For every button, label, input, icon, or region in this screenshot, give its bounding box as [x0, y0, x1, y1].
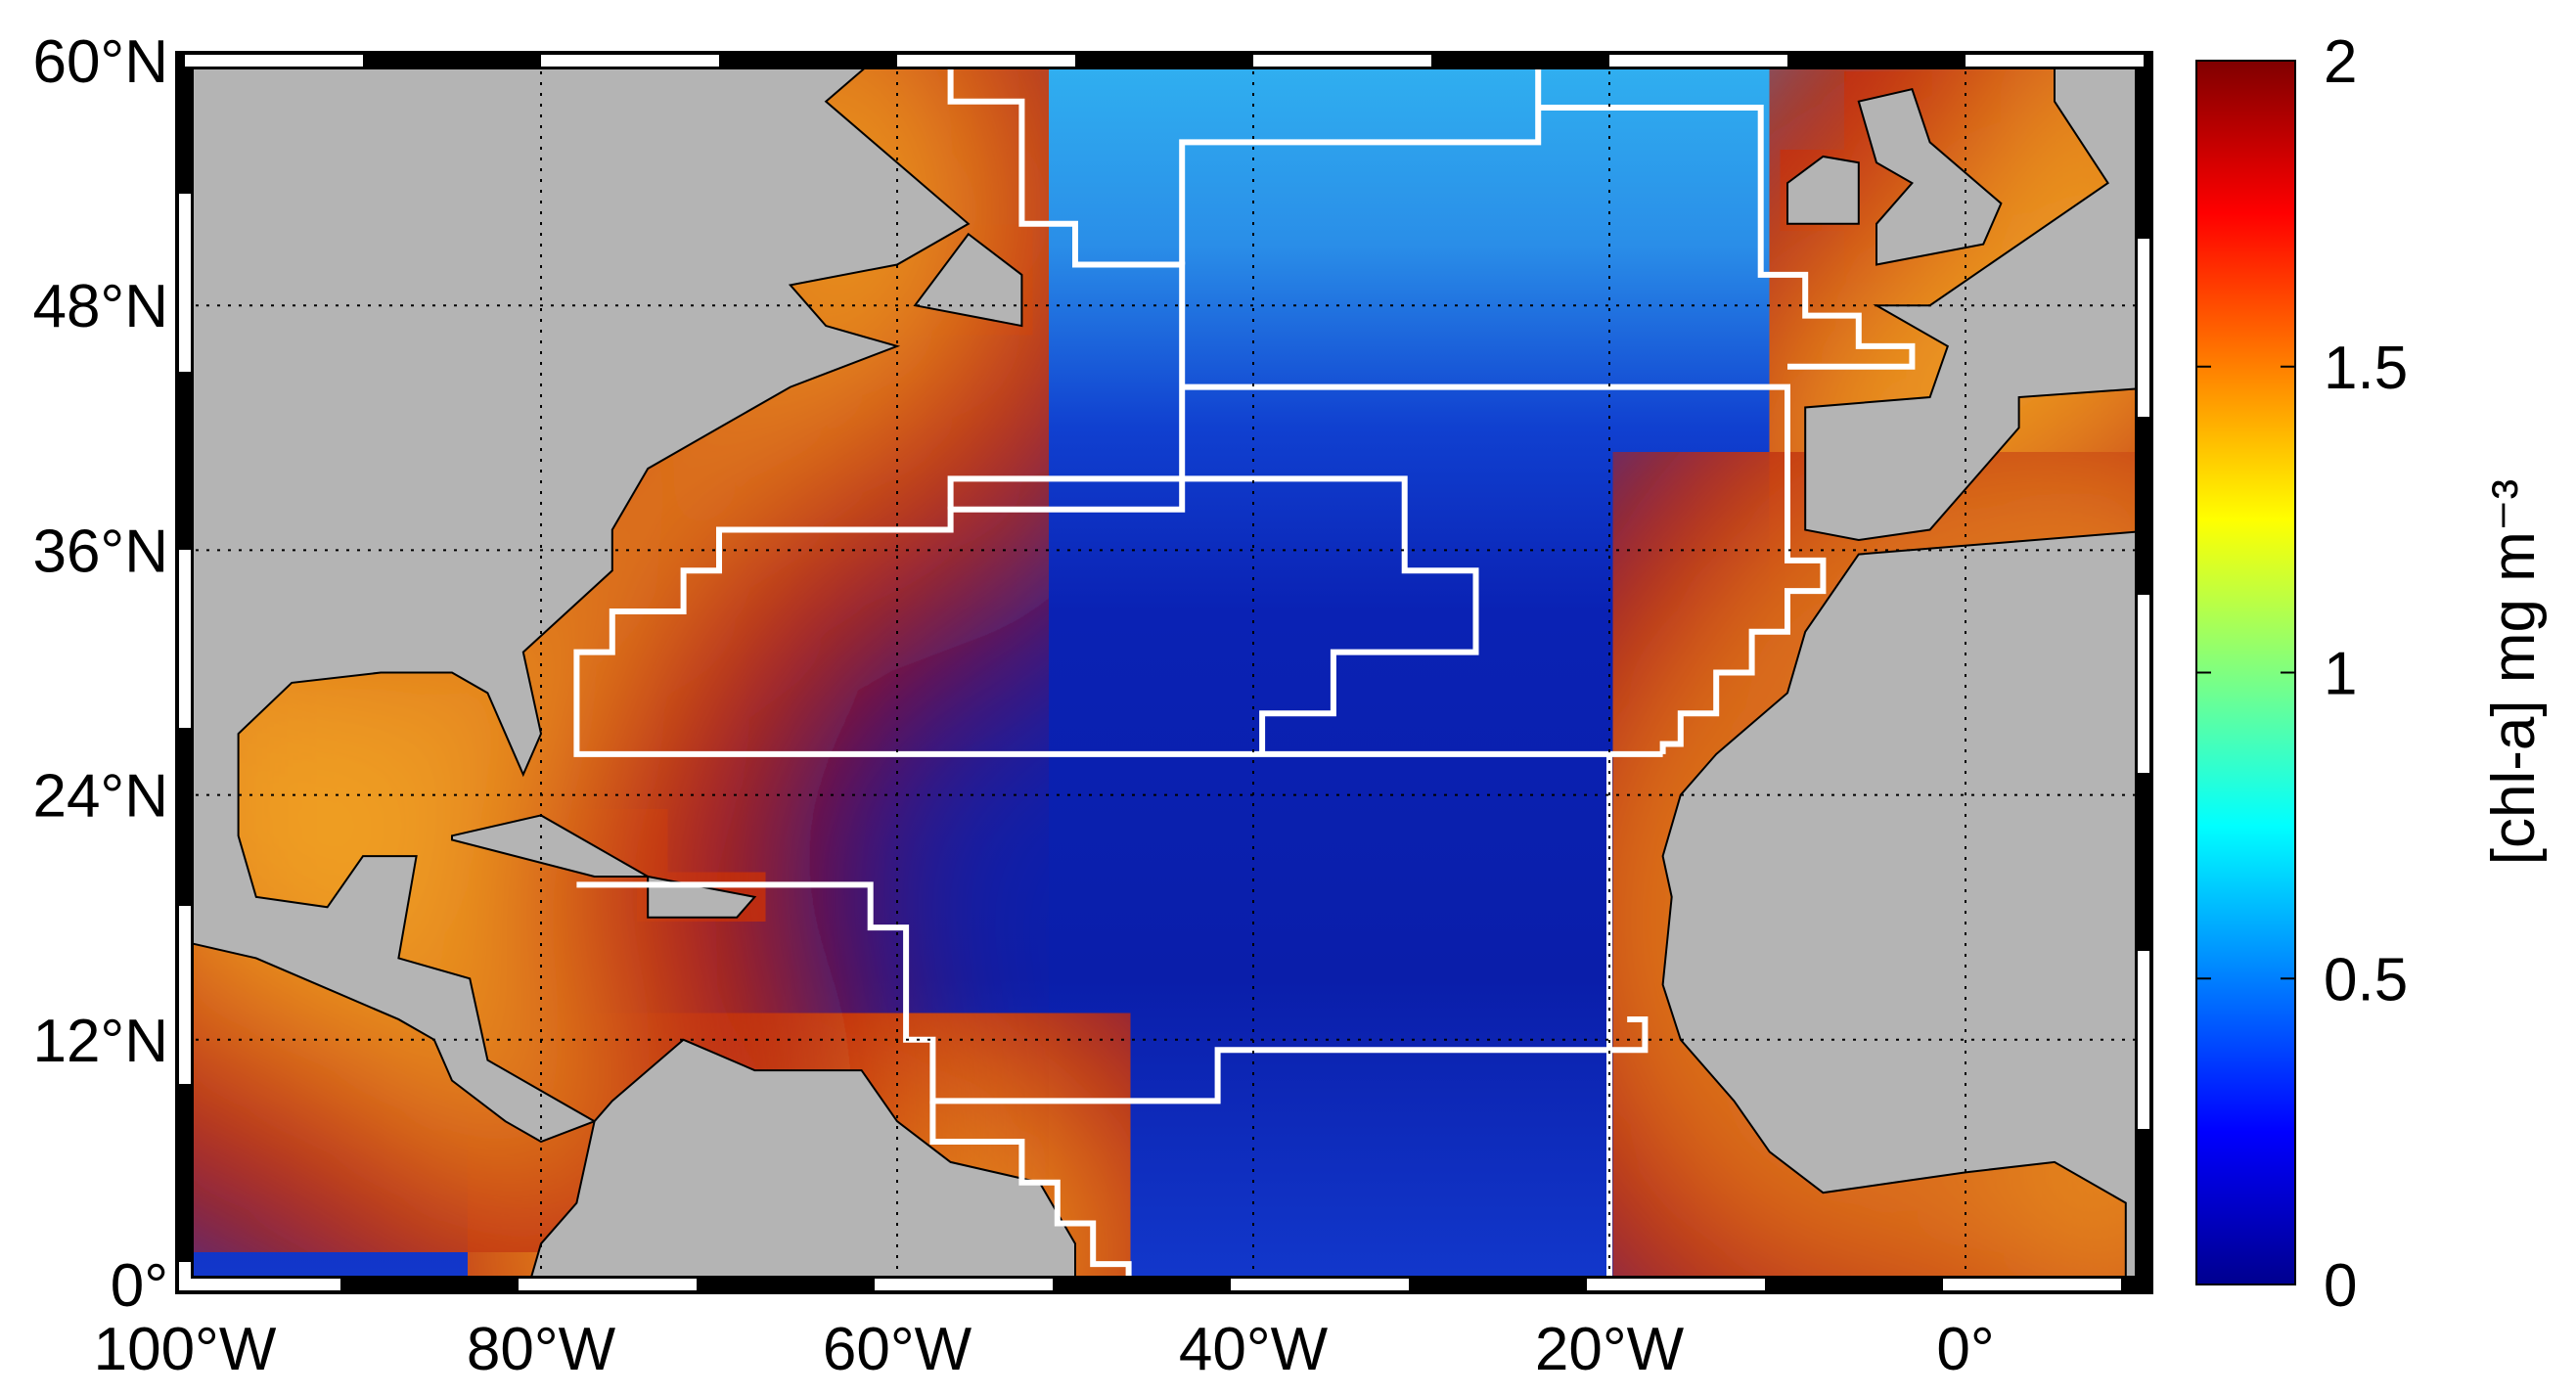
colorbar-tick-label: 0.5	[2324, 946, 2408, 1014]
y-tick-label: 24°N	[32, 763, 168, 831]
africa	[1663, 530, 2144, 1284]
colorbar	[2195, 60, 2296, 1285]
region-boundaries	[576, 61, 1912, 1284]
colorbar-tick-label: 1	[2324, 641, 2357, 708]
region-boundary	[1182, 61, 1538, 265]
south-america	[523, 1040, 1075, 1284]
y-tick-label: 48°N	[32, 273, 168, 340]
colorbar-tick-label: 2	[2324, 28, 2357, 96]
y-tick-label: 12°N	[32, 1008, 168, 1075]
x-tick-label: 80°W	[467, 1316, 616, 1383]
y-tick-label: 60°N	[32, 28, 168, 96]
x-tick-label: 40°W	[1179, 1316, 1329, 1383]
colorbar-tick-label: 1.5	[2324, 335, 2408, 402]
x-tick-label: 100°W	[94, 1316, 277, 1383]
map-frame-pattern	[179, 55, 2149, 1290]
region-boundary	[951, 478, 1476, 753]
newfoundland	[915, 234, 1021, 326]
cuba	[452, 815, 648, 877]
land-layer	[185, 61, 2144, 1284]
ireland	[1787, 157, 1859, 224]
region-boundary	[1538, 108, 1912, 367]
map-frame-outline	[175, 51, 2153, 1294]
region-boundary	[576, 884, 1645, 1101]
x-tick-label: 20°W	[1535, 1316, 1685, 1383]
colorbar-tick-label: 0	[2324, 1252, 2357, 1320]
land	[185, 61, 2144, 1284]
great-britain	[1859, 89, 2002, 264]
y-tick-label: 0°	[111, 1252, 168, 1320]
y-tick-label: 36°N	[32, 518, 168, 585]
map-area	[185, 61, 2144, 1284]
region-boundary	[1182, 387, 1823, 754]
region-boundary	[576, 61, 1662, 754]
x-tick-label: 0°	[1936, 1316, 1994, 1383]
region-boundary	[932, 1101, 1128, 1284]
north-america	[185, 61, 969, 1142]
colorbar-label: [chl-a] mg m⁻³	[2480, 479, 2548, 865]
x-tick-label: 60°W	[823, 1316, 972, 1383]
